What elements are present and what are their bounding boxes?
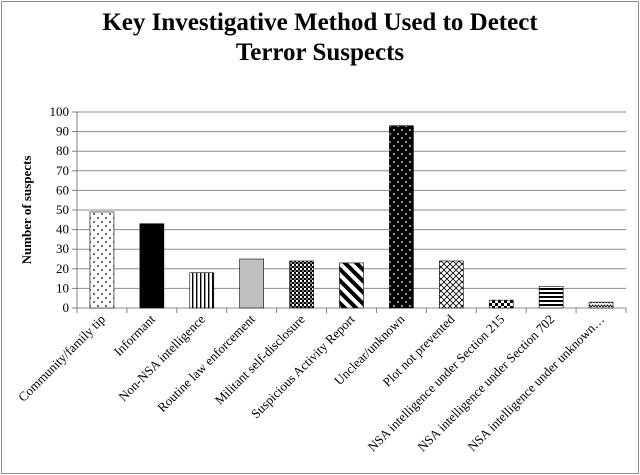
y-tick-label: 0 xyxy=(63,300,70,315)
y-tick-labels: 0 10 20 30 40 50 60 70 80 90 100 xyxy=(50,104,70,315)
bar-6 xyxy=(339,262,364,309)
y-tick-label: 60 xyxy=(56,182,69,197)
y-tick-label: 90 xyxy=(56,124,69,139)
y-tick-label: 50 xyxy=(56,202,69,217)
y-tick-label: 10 xyxy=(56,280,69,295)
bar-11 xyxy=(588,301,614,309)
category-label: Routine law enforcement xyxy=(154,311,258,415)
bar-9 xyxy=(488,299,514,309)
bar-4 xyxy=(239,258,264,309)
y-axis-label: Number of suspects xyxy=(19,156,34,265)
chart-title-line2: Terror Suspects xyxy=(235,39,405,66)
category-label: Informant xyxy=(111,311,159,359)
category-label: Non-NSA intelligence xyxy=(115,311,208,404)
y-tick-label: 40 xyxy=(56,222,69,237)
y-tick-label: 30 xyxy=(56,241,69,256)
bar-8 xyxy=(439,260,464,309)
bar-10 xyxy=(538,286,564,309)
bar-7 xyxy=(389,125,414,309)
bar-2 xyxy=(139,223,165,309)
y-tick-label: 80 xyxy=(56,143,69,158)
bar-3 xyxy=(189,272,215,309)
category-label: Community/family tip xyxy=(15,312,108,405)
y-tick-label: 100 xyxy=(50,104,70,119)
bar-5 xyxy=(289,260,314,309)
y-tick-label: 20 xyxy=(56,261,69,276)
category-label: Militant self-disclosure xyxy=(212,311,308,407)
y-tick-label: 70 xyxy=(56,163,69,178)
bars xyxy=(89,125,614,309)
chart-title-line1: Key Investigative Method Used to Detect xyxy=(102,9,538,36)
bar-1 xyxy=(89,211,115,309)
chart-title: Key Investigative Method Used to Detect … xyxy=(0,8,640,68)
